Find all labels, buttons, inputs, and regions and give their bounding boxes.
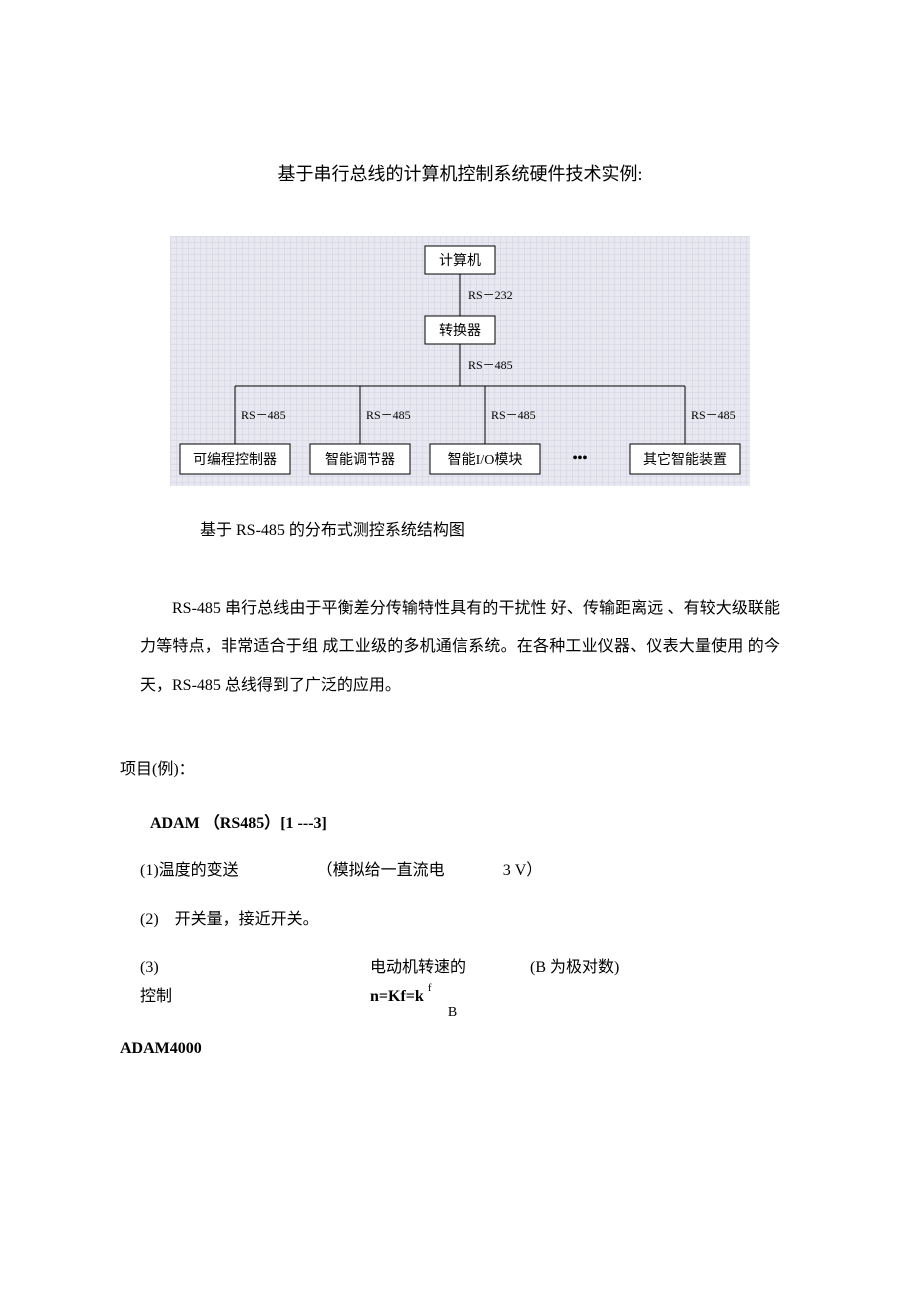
item-3-formula: n=Kf=k f B (370, 984, 530, 1010)
item-3-ctrl: 控制 (140, 984, 370, 1010)
item-2: (2) 开关量，接近开关。 (140, 906, 800, 935)
svg-text:其它智能装置: 其它智能装置 (643, 451, 727, 468)
rs485-diagram: 计算机转换器可编程控制器 智能调节器 智能I/O模块 其它智能装置 RS－232 RS－4… (170, 236, 750, 486)
item-3-note: (B 为极对数) (530, 955, 619, 981)
svg-text:RS－485: RS－485 (468, 358, 513, 372)
section-header: 项目(例)： (120, 755, 800, 779)
svg-text:智能调节器: 智能调节器 (325, 452, 395, 468)
svg-text:转换器: 转换器 (439, 322, 481, 339)
page-title: 基于串行总线的计算机控制系统硬件技术实例: (120, 160, 800, 186)
item-3-row1: (3) 电动机转速的 (B 为极对数) (140, 955, 800, 981)
formula-sub: B (448, 1002, 457, 1024)
svg-text:智能I/O模块: 智能I/O模块 (448, 452, 523, 468)
svg-text:计算机: 计算机 (439, 253, 481, 269)
item-1: (1)温度的变送 （模拟给一直流电 3 V） (140, 857, 800, 886)
diagram-caption: 基于 RS-485 的分布式测控系统结构图 (200, 516, 800, 540)
diagram-container: 计算机转换器可编程控制器 智能调节器 智能I/O模块 其它智能装置 RS－232 RS－4… (170, 236, 750, 486)
formula-main: n=Kf=k (370, 988, 424, 1005)
formula-sup: f (428, 980, 432, 998)
svg-text:RS－485: RS－485 (241, 408, 286, 422)
item-3-row2: 控制 n=Kf=k f B (140, 984, 800, 1010)
item-1-mid: （模拟给一直流电 (317, 862, 445, 879)
item-1-right: 3 V） (503, 862, 543, 879)
body-paragraph: RS-485 串行总线由于平衡差分传输特性具有的干扰性 好、传输距离远 、有较大… (140, 590, 780, 705)
item-3-num: (3) (140, 955, 370, 981)
svg-text:RS－232: RS－232 (468, 288, 513, 302)
adam-header: ADAM （RS485）[1 ---3] (150, 809, 800, 833)
svg-text:RS－485: RS－485 (691, 408, 736, 422)
svg-text:可编程控制器: 可编程控制器 (193, 452, 277, 468)
svg-text:•••: ••• (573, 451, 588, 466)
svg-text:RS－485: RS－485 (491, 408, 536, 422)
item-1-label: (1)温度的变送 (140, 862, 239, 879)
adam4000-label: ADAM4000 (120, 1040, 800, 1058)
svg-text:RS－485: RS－485 (366, 408, 411, 422)
item-3-desc: 电动机转速的 (370, 955, 530, 981)
document-page: 基于串行总线的计算机控制系统硬件技术实例: 计算机转换器可编程控制器 智能调节器 智… (0, 0, 920, 1158)
